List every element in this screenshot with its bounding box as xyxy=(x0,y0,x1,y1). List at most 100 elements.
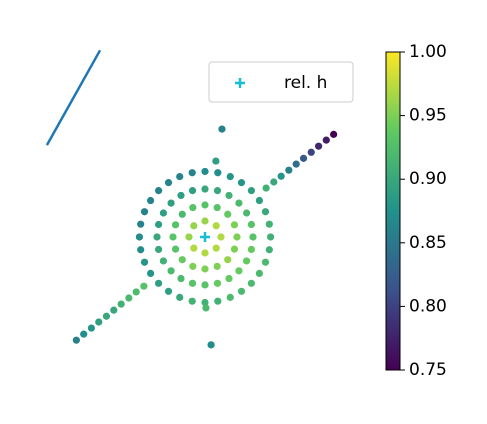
point xyxy=(213,279,222,287)
point xyxy=(147,269,155,278)
point xyxy=(224,256,232,264)
point xyxy=(102,312,111,320)
point xyxy=(230,221,239,229)
point xyxy=(207,341,215,349)
point xyxy=(135,233,143,241)
point xyxy=(247,187,255,195)
legend-marker xyxy=(235,78,245,88)
point xyxy=(188,279,197,287)
point xyxy=(171,245,180,253)
point xyxy=(164,287,173,295)
point xyxy=(243,257,251,265)
point xyxy=(330,130,338,138)
point xyxy=(217,233,225,241)
point xyxy=(213,262,221,270)
colorbar-tick-label: 0.80 xyxy=(409,296,447,316)
point xyxy=(190,222,198,230)
point xyxy=(255,269,263,278)
point xyxy=(285,166,293,174)
point xyxy=(201,265,209,273)
point xyxy=(155,245,163,254)
point xyxy=(247,279,255,287)
point xyxy=(237,287,246,295)
point xyxy=(249,233,257,241)
point xyxy=(201,298,209,307)
point xyxy=(212,244,220,252)
point xyxy=(188,297,196,305)
point xyxy=(226,172,234,181)
point xyxy=(171,221,180,229)
point xyxy=(267,233,275,241)
point xyxy=(218,125,226,133)
point xyxy=(87,324,95,332)
point xyxy=(237,179,246,187)
marker xyxy=(200,231,210,242)
point xyxy=(155,220,163,229)
point xyxy=(176,293,184,301)
point xyxy=(261,208,270,216)
colorbar-tick-label: 1.00 xyxy=(409,42,447,62)
point xyxy=(262,184,270,192)
point xyxy=(178,256,186,264)
point xyxy=(270,178,278,186)
point xyxy=(224,210,232,218)
point xyxy=(176,172,184,181)
legend: rel. h xyxy=(208,61,354,103)
point xyxy=(140,258,149,266)
point xyxy=(225,274,233,283)
point xyxy=(322,136,330,144)
point xyxy=(212,157,220,165)
point xyxy=(164,179,173,187)
point xyxy=(225,191,233,200)
point xyxy=(201,201,209,209)
colorbar-tick-label: 0.90 xyxy=(409,169,447,189)
point xyxy=(132,288,140,296)
point xyxy=(214,169,222,177)
point xyxy=(307,148,315,156)
point xyxy=(185,233,193,241)
point xyxy=(261,258,270,266)
point xyxy=(235,267,243,275)
legend-label: rel. h xyxy=(284,73,327,93)
point xyxy=(201,185,209,193)
point xyxy=(201,217,209,225)
point xyxy=(277,172,285,180)
point xyxy=(140,208,149,216)
point xyxy=(159,257,167,265)
colorbar-tick-label: 0.85 xyxy=(409,233,447,253)
point xyxy=(177,191,185,200)
point xyxy=(159,209,167,217)
point xyxy=(230,245,239,253)
point xyxy=(167,267,175,275)
colorbar xyxy=(385,51,401,371)
point xyxy=(177,274,185,283)
point xyxy=(188,169,196,177)
point xyxy=(235,199,243,207)
point xyxy=(155,187,163,195)
point xyxy=(201,281,209,289)
point xyxy=(147,196,155,205)
point xyxy=(178,210,186,218)
point xyxy=(265,220,273,228)
point xyxy=(95,318,103,326)
point xyxy=(247,245,255,254)
point xyxy=(201,167,209,176)
legend-box xyxy=(208,61,354,103)
point xyxy=(125,294,133,302)
point xyxy=(190,244,198,252)
point xyxy=(110,306,118,314)
point xyxy=(214,297,222,305)
point xyxy=(226,293,234,301)
colorbar-tick-label: 0.95 xyxy=(409,106,447,126)
point xyxy=(189,262,197,270)
point xyxy=(72,336,80,344)
point xyxy=(292,160,300,168)
point xyxy=(155,279,163,287)
line xyxy=(45,49,102,146)
point xyxy=(201,249,209,257)
point xyxy=(153,233,161,241)
point xyxy=(189,203,197,212)
point xyxy=(212,222,220,230)
point xyxy=(140,282,148,290)
